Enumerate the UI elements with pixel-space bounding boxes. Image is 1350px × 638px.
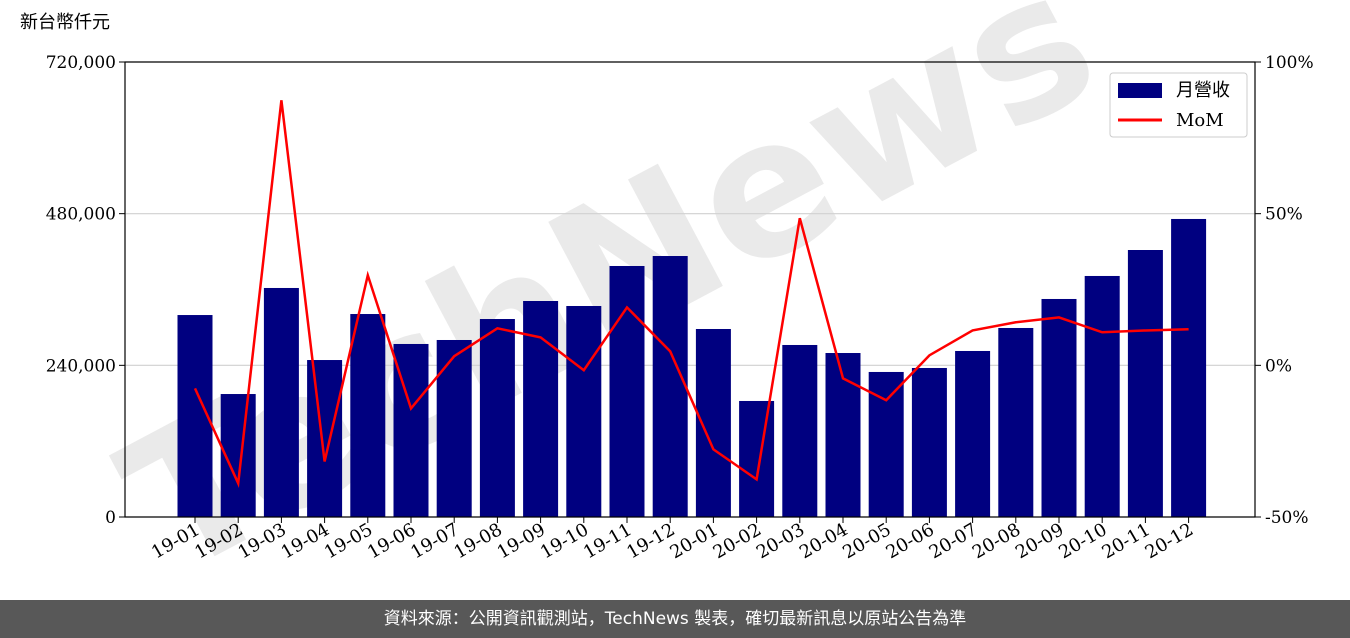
- legend-label: MoM: [1176, 110, 1224, 131]
- x-tick-label: 20-07: [926, 519, 981, 563]
- bar: [739, 400, 775, 517]
- bar: [868, 371, 904, 517]
- bar: [307, 360, 343, 517]
- x-tick-label: 20-08: [969, 519, 1024, 563]
- x-tick-label: 20-06: [882, 519, 937, 563]
- bar: [436, 339, 472, 517]
- bar: [609, 265, 645, 517]
- chart: 新台幣仟元 TechNews 0240,000480,000720,000-50…: [20, 0, 1314, 618]
- y-tick-label: 480,000: [46, 205, 116, 225]
- x-tick-label: 20-10: [1055, 519, 1110, 563]
- legend-label: 月營收: [1176, 80, 1230, 101]
- x-tick-label: 20-03: [753, 519, 808, 563]
- bar: [479, 319, 515, 517]
- bar: [1041, 298, 1077, 517]
- x-tick-label: 20-01: [666, 519, 721, 563]
- bar: [955, 350, 991, 517]
- bar: [1084, 275, 1120, 517]
- bar: [350, 314, 386, 517]
- x-tick-label: 19-06: [364, 519, 419, 563]
- x-tick-label: 20-02: [710, 519, 765, 563]
- line: [193, 100, 1189, 488]
- bar: [998, 327, 1034, 517]
- y2-tick-label: 0%: [1265, 356, 1292, 376]
- plot-frame: [124, 61, 1256, 518]
- bar: [1171, 218, 1207, 517]
- y2-tick-label: 100%: [1265, 53, 1314, 73]
- x-tick-label: 20-12: [1142, 519, 1197, 563]
- bar: [566, 305, 602, 517]
- x-tick-label: 20-04: [796, 519, 851, 563]
- bar: [1127, 250, 1163, 517]
- x-tick-label: 19-11: [580, 519, 635, 563]
- x-tick-label: 19-08: [450, 519, 505, 563]
- y2-tick-label: -50%: [1265, 508, 1309, 528]
- y-axis-title: 新台幣仟元: [20, 12, 110, 33]
- y-tick-label: 240,000: [46, 356, 116, 376]
- y-tick-label: 0: [105, 508, 116, 528]
- x-tick-label: 19-12: [623, 519, 678, 563]
- x-tick-label: 19-10: [537, 519, 592, 563]
- y-tick-label: 720,000: [46, 53, 116, 73]
- x-tick-label: 20-05: [839, 519, 894, 563]
- bar: [263, 287, 299, 517]
- x-tick-label: 20-11: [1098, 519, 1153, 563]
- y2-tick-label: 50%: [1265, 205, 1303, 225]
- bar: [825, 353, 861, 517]
- legend-swatch: [1118, 83, 1162, 98]
- x-tick-label: 19-09: [494, 519, 549, 563]
- bar: [782, 344, 818, 517]
- bar: [523, 301, 559, 517]
- bar: [652, 256, 688, 517]
- x-tick-label: 19-07: [407, 519, 462, 563]
- x-tick-label: 20-09: [1012, 519, 1067, 563]
- bar: [911, 367, 947, 517]
- footer: 資料來源：公開資訊觀測站，TechNews 製表，確切最新訊息以原站公告為準: [0, 600, 1350, 638]
